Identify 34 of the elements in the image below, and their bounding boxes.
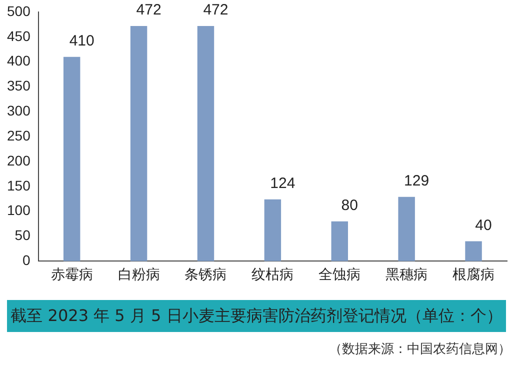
text: （数据来源：中国农药信息网） xyxy=(329,341,511,358)
data-label: 410 xyxy=(69,32,94,50)
x-tick-label: 黑穗病 xyxy=(386,267,428,284)
x-tick-label: 白粉病 xyxy=(118,267,160,284)
text: 截至 2023 年 5 月 5 日小麦主要病害防治药剂登记情况（单位：个） xyxy=(7,300,506,332)
bar xyxy=(465,241,482,262)
y-tick-label: 450 xyxy=(7,28,31,44)
data-label: 129 xyxy=(404,172,430,190)
y-tick-label: 400 xyxy=(7,52,31,69)
data-label: 472 xyxy=(136,2,162,19)
data-label: 472 xyxy=(203,2,228,19)
bar xyxy=(63,56,80,262)
y-tick-label: 350 xyxy=(7,78,31,94)
bar xyxy=(130,26,148,262)
x-tick-label: 纹枯病 xyxy=(252,267,294,284)
y-tick-label: 250 xyxy=(7,127,31,144)
bar xyxy=(398,196,415,262)
x-tick-label: 赤霉病 xyxy=(50,267,93,284)
data-label: 40 xyxy=(475,216,492,234)
y-tick-label: 500 xyxy=(7,2,31,19)
data-label: 124 xyxy=(270,175,296,192)
y-tick-label: 300 xyxy=(7,102,31,119)
y-tick-label: 100 xyxy=(7,202,31,218)
x-tick-label: 全蚀病 xyxy=(318,267,361,284)
bar xyxy=(331,221,348,262)
bar xyxy=(264,199,282,262)
data-label: 80 xyxy=(341,196,358,214)
x-tick-label: 条锈病 xyxy=(184,267,227,284)
x-tick-label: 根腐病 xyxy=(452,267,495,284)
y-tick-label: 200 xyxy=(7,152,31,168)
y-tick-label: 150 xyxy=(7,177,31,194)
y-tick-label: 50 xyxy=(14,227,31,244)
bar xyxy=(197,26,214,262)
y-tick-label: 0 xyxy=(22,252,31,268)
